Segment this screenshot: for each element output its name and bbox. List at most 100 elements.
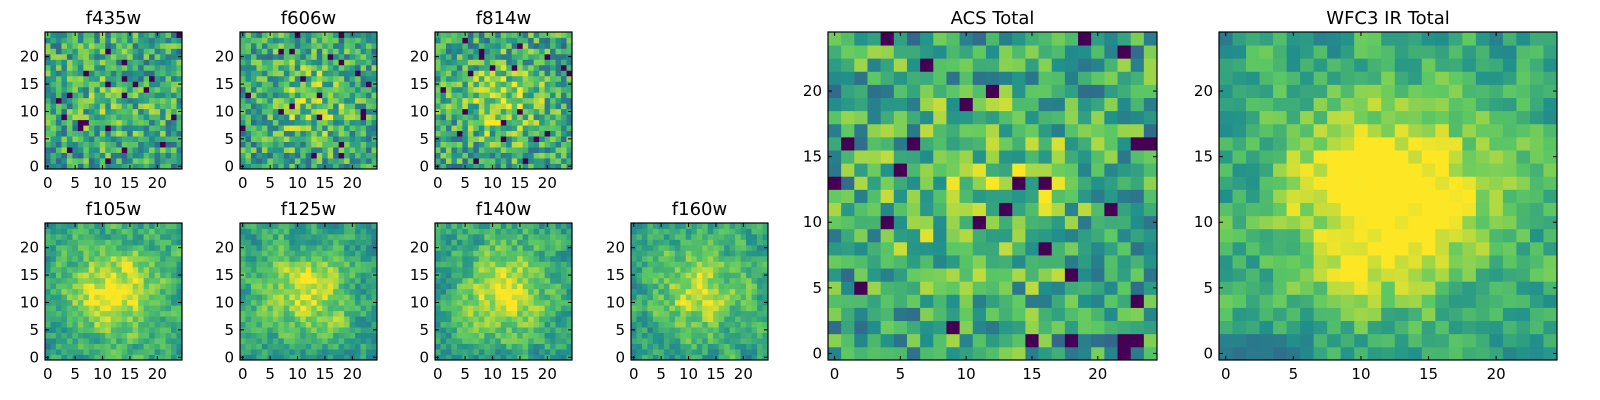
heatmap-cell — [116, 283, 123, 290]
heatmap-cell — [344, 250, 350, 257]
heatmap-cell — [83, 32, 90, 38]
heatmap-cell — [171, 119, 177, 126]
heatmap-cell — [127, 316, 134, 323]
heatmap-cell — [283, 310, 290, 317]
heatmap-cell — [127, 288, 134, 295]
y-tick-label: 20 — [410, 48, 429, 66]
heatmap-cell — [45, 294, 51, 301]
heatmap-cell — [165, 327, 172, 333]
y-tick-label: 5 — [29, 321, 39, 339]
heatmap-cell — [489, 261, 496, 268]
heatmap-cell — [349, 103, 356, 110]
heatmap-cell — [110, 250, 117, 257]
heatmap-cell — [445, 283, 452, 290]
heatmap-cell — [283, 223, 290, 229]
heatmap-cell — [696, 277, 703, 284]
heatmap-cell — [311, 277, 318, 284]
heatmap-cell — [338, 305, 345, 312]
heatmap-cell — [762, 321, 769, 328]
heatmap-cell — [539, 53, 545, 60]
heatmap-cell — [489, 288, 496, 295]
heatmap-cell — [66, 354, 73, 361]
heatmap-cell — [740, 294, 747, 301]
heatmap-cell — [985, 241, 1000, 256]
heatmap-cell — [473, 152, 480, 159]
heatmap-cell — [121, 316, 128, 323]
heatmap-cell — [456, 70, 463, 77]
heatmap-cell — [272, 283, 279, 290]
heatmap-cell — [121, 32, 128, 38]
heatmap-cell — [533, 316, 540, 323]
heatmap-cell — [478, 158, 485, 164]
heatmap-cell — [489, 244, 496, 251]
heatmap-cell — [94, 97, 101, 104]
heatmap-cell — [333, 228, 340, 235]
heatmap-cell — [435, 277, 441, 284]
heatmap-cell — [55, 147, 62, 153]
heatmap-cell — [663, 349, 670, 355]
heatmap-cell — [435, 288, 441, 295]
heatmap-cell — [250, 81, 257, 88]
heatmap-cell — [729, 343, 736, 350]
heatmap-cell — [110, 255, 117, 262]
heatmap-cell — [267, 299, 274, 306]
heatmap-cell — [539, 283, 545, 290]
heatmap-cell — [176, 283, 183, 290]
heatmap-cell — [316, 152, 323, 159]
heatmap-cell — [165, 288, 172, 295]
heatmap-cell — [311, 86, 318, 93]
heatmap-cell — [149, 42, 155, 49]
heatmap-cell — [707, 272, 714, 279]
heatmap-cell — [462, 244, 469, 251]
heatmap-cell — [555, 338, 562, 344]
heatmap-cell — [88, 272, 95, 279]
heatmap-cell — [1064, 228, 1079, 243]
heatmap-cell — [154, 310, 161, 317]
heatmap-cell — [867, 176, 882, 190]
heatmap-cell — [160, 316, 166, 323]
heatmap-cell — [305, 81, 312, 88]
heatmap-cell — [685, 349, 692, 355]
heatmap-cell — [99, 349, 106, 355]
heatmap-cell — [176, 332, 183, 339]
heatmap-cell — [561, 32, 567, 38]
heatmap-cell — [127, 327, 134, 333]
heatmap-cell — [371, 147, 378, 153]
heatmap-cell — [300, 136, 307, 142]
heatmap-cell — [495, 250, 502, 257]
heatmap-cell — [696, 223, 703, 229]
heatmap-cell — [707, 310, 714, 317]
heatmap-cell — [311, 255, 318, 262]
heatmap-cell — [893, 320, 908, 335]
y-tick-label: 20 — [410, 239, 429, 257]
heatmap-cell — [289, 338, 296, 344]
x-tick-label: 5 — [70, 365, 80, 383]
heatmap-cell — [143, 64, 150, 71]
heatmap-cell — [517, 305, 524, 312]
heatmap-cell — [149, 272, 155, 279]
heatmap-cell — [1130, 307, 1145, 322]
heatmap-cell — [311, 261, 318, 268]
heatmap-cell — [500, 114, 507, 121]
heatmap-cell — [283, 272, 290, 279]
heatmap-cell — [511, 130, 518, 137]
heatmap-cell — [467, 81, 474, 88]
heatmap-cell — [517, 266, 524, 273]
heatmap-cell — [1038, 346, 1053, 361]
heatmap-cell — [294, 152, 301, 159]
heatmap-cell — [45, 310, 51, 317]
heatmap-cell — [550, 147, 556, 153]
heatmap-cell — [1038, 241, 1053, 256]
heatmap-cell — [105, 75, 112, 82]
heatmap-cell — [489, 321, 496, 328]
heatmap-cell — [366, 343, 372, 350]
heatmap-cell — [440, 239, 447, 246]
heatmap-cell — [555, 75, 562, 82]
heatmap-cell — [149, 338, 155, 344]
heatmap-cell — [561, 59, 567, 66]
heatmap-cell — [110, 59, 117, 66]
heatmap-cell — [561, 343, 567, 350]
heatmap-cell — [149, 277, 155, 284]
heatmap-cell — [294, 349, 301, 355]
